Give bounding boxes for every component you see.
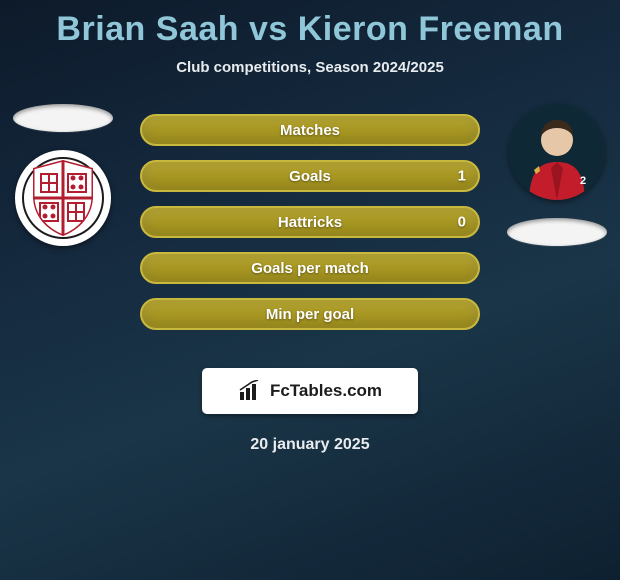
player-avatar-icon: 2 — [509, 104, 605, 200]
brand-box: FcTables.com — [202, 368, 418, 414]
player-left-column: WOKING — [8, 104, 118, 246]
stat-row-goals: Goals 1 — [140, 160, 480, 192]
brand-text: FcTables.com — [270, 381, 382, 401]
stat-label: Matches — [280, 122, 340, 139]
stat-label: Goals — [289, 168, 331, 185]
svg-text:2: 2 — [580, 175, 586, 187]
stat-row-matches: Matches — [140, 114, 480, 146]
comparison-area: WOKING — [0, 104, 620, 344]
stat-label: Hattricks — [278, 214, 342, 231]
player-left-badge: WOKING — [15, 150, 111, 246]
stat-label: Goals per match — [251, 260, 369, 277]
page-title: Brian Saah vs Kieron Freeman — [0, 0, 620, 49]
date-text: 20 january 2025 — [0, 436, 620, 454]
stat-right-value: 0 — [458, 214, 466, 231]
subtitle: Club competitions, Season 2024/2025 — [0, 59, 620, 76]
stat-bars: Matches Goals 1 Hattricks 0 Goals per ma… — [140, 114, 480, 330]
left-score-pill-top — [13, 104, 113, 132]
player-right-photo: 2 — [509, 104, 605, 200]
right-score-pill-bottom — [507, 218, 607, 246]
bars-icon — [238, 380, 264, 402]
club-badge-icon: WOKING — [21, 156, 105, 240]
stat-row-hattricks: Hattricks 0 — [140, 206, 480, 238]
stat-label: Min per goal — [266, 306, 354, 323]
stat-row-gpm: Goals per match — [140, 252, 480, 284]
comparison-infographic: Brian Saah vs Kieron Freeman Club compet… — [0, 0, 620, 580]
player-right-column: 2 — [502, 104, 612, 246]
stat-row-mpg: Min per goal — [140, 298, 480, 330]
stat-right-value: 1 — [458, 168, 466, 185]
